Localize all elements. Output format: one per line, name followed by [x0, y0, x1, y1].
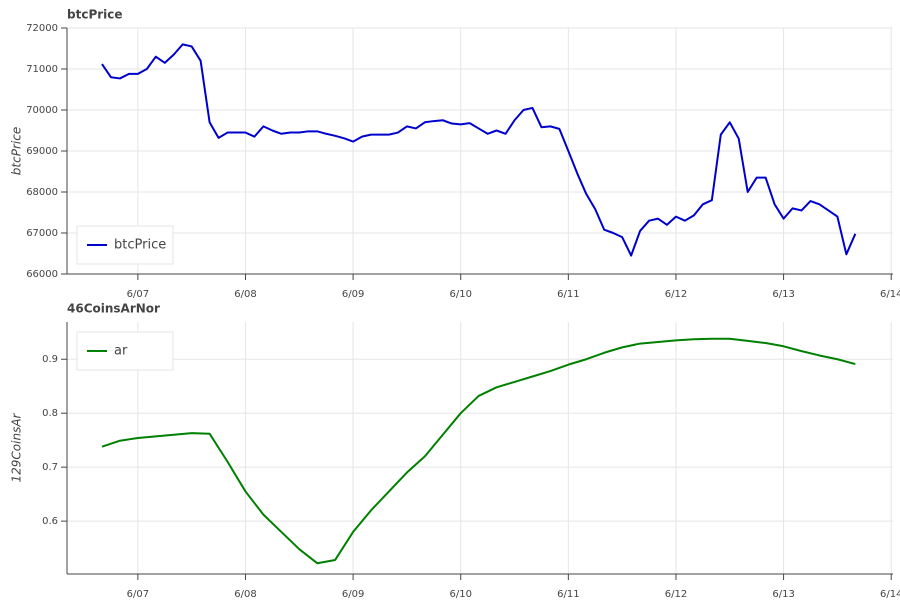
x-tick-label: 6/08 — [234, 289, 256, 300]
y-axis-label: btcPrice — [10, 127, 24, 175]
y-tick-label: 69000 — [26, 146, 58, 157]
x-tick-label: 6/09 — [342, 289, 364, 300]
legend: ar — [76, 331, 174, 371]
x-tick-label: 6/11 — [557, 289, 579, 300]
y-tick-label: 0.6 — [42, 516, 58, 527]
x-tick-label: 6/10 — [449, 289, 471, 300]
y-tick-label: 72000 — [26, 23, 58, 34]
x-tick-label: 6/09 — [342, 589, 364, 600]
legend-label: btcPrice — [114, 238, 166, 253]
x-tick-label: 6/12 — [665, 289, 687, 300]
chart-panel: btcPrice btcPrice 66000 67000 68000 69000 7000… — [10, 8, 900, 301]
y-tick-label: 0.9 — [42, 354, 58, 365]
y-tick-label: 70000 — [26, 105, 58, 116]
x-tick-label: 6/08 — [234, 589, 256, 600]
x-tick-label: 6/07 — [127, 589, 149, 600]
legend-label: ar — [114, 344, 128, 359]
data-line — [101, 43, 857, 257]
chart-title: 46CoinsArNor — [67, 302, 160, 316]
y-tick-label: 67000 — [26, 228, 58, 239]
x-tick-label: 6/07 — [127, 289, 149, 300]
chart-panel: 46CoinsArNor 129CoinsAr 0.6 0.7 0.8 0.9 6/07 6/… — [10, 302, 900, 600]
x-tick-label: 6/13 — [772, 589, 794, 600]
y-tick-label: 66000 — [26, 269, 58, 280]
y-tick-label: 0.7 — [42, 462, 58, 473]
chart-title: btcPrice — [67, 8, 123, 22]
legend: btcPrice — [76, 225, 174, 265]
y-tick-label: 0.8 — [42, 408, 58, 419]
x-tick-label: 6/11 — [557, 589, 579, 600]
x-tick-label: 6/12 — [665, 589, 687, 600]
x-tick-label: 6/13 — [772, 289, 794, 300]
x-tick-label: 6/14 — [880, 589, 900, 600]
y-tick-label: 68000 — [26, 187, 58, 198]
y-axis-label: 129CoinsAr — [10, 412, 24, 482]
x-tick-label: 6/10 — [449, 589, 471, 600]
data-line — [101, 337, 856, 565]
x-tick-label: 6/14 — [880, 289, 900, 300]
y-tick-label: 71000 — [26, 64, 58, 75]
